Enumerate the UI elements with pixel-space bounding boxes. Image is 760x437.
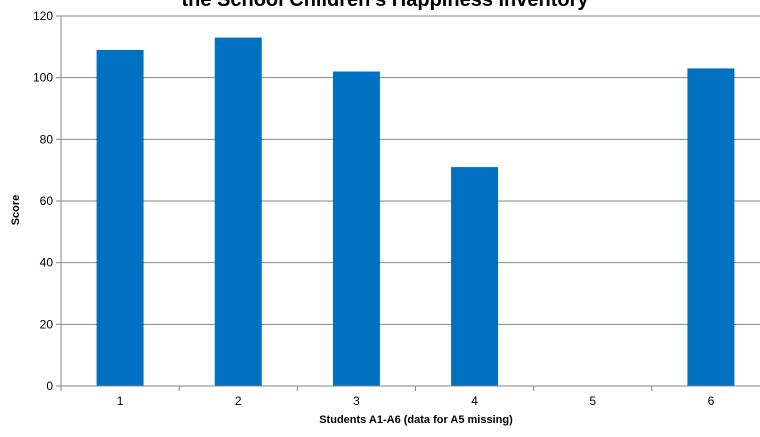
y-tick-label: 100 (33, 71, 53, 85)
bar-6 (687, 68, 735, 387)
y-tick-label: 0 (46, 379, 53, 393)
x-tick-label: 2 (235, 394, 242, 408)
bar-1 (96, 49, 144, 387)
y-tick-label: 40 (40, 256, 54, 270)
bar-4 (451, 167, 499, 386)
bars (96, 37, 735, 387)
y-tick-label: 80 (40, 132, 54, 146)
y-tick-labels: 0 20 40 60 80 100 120 (33, 9, 53, 393)
x-tick-label: 5 (589, 394, 596, 408)
chart-title: the School Children's Happiness Inventor… (181, 0, 589, 11)
bar-2 (214, 37, 262, 386)
x-tick-label: 1 (117, 394, 124, 408)
y-tick-label: 60 (40, 194, 54, 208)
bar-3 (332, 71, 380, 386)
gridlines (56, 15, 760, 391)
y-tick-label: 120 (33, 9, 53, 23)
axes (60, 16, 760, 387)
x-tick-label: 4 (471, 394, 478, 408)
x-tick-label: 6 (708, 394, 715, 408)
x-tick-labels: 1 2 3 4 5 6 (117, 394, 715, 408)
y-axis-label: Score (10, 195, 22, 226)
x-tick-label: 3 (353, 394, 360, 408)
y-tick-label: 20 (40, 317, 54, 331)
x-axis-label: Students A1-A6 (data for A5 missing) (319, 414, 513, 426)
